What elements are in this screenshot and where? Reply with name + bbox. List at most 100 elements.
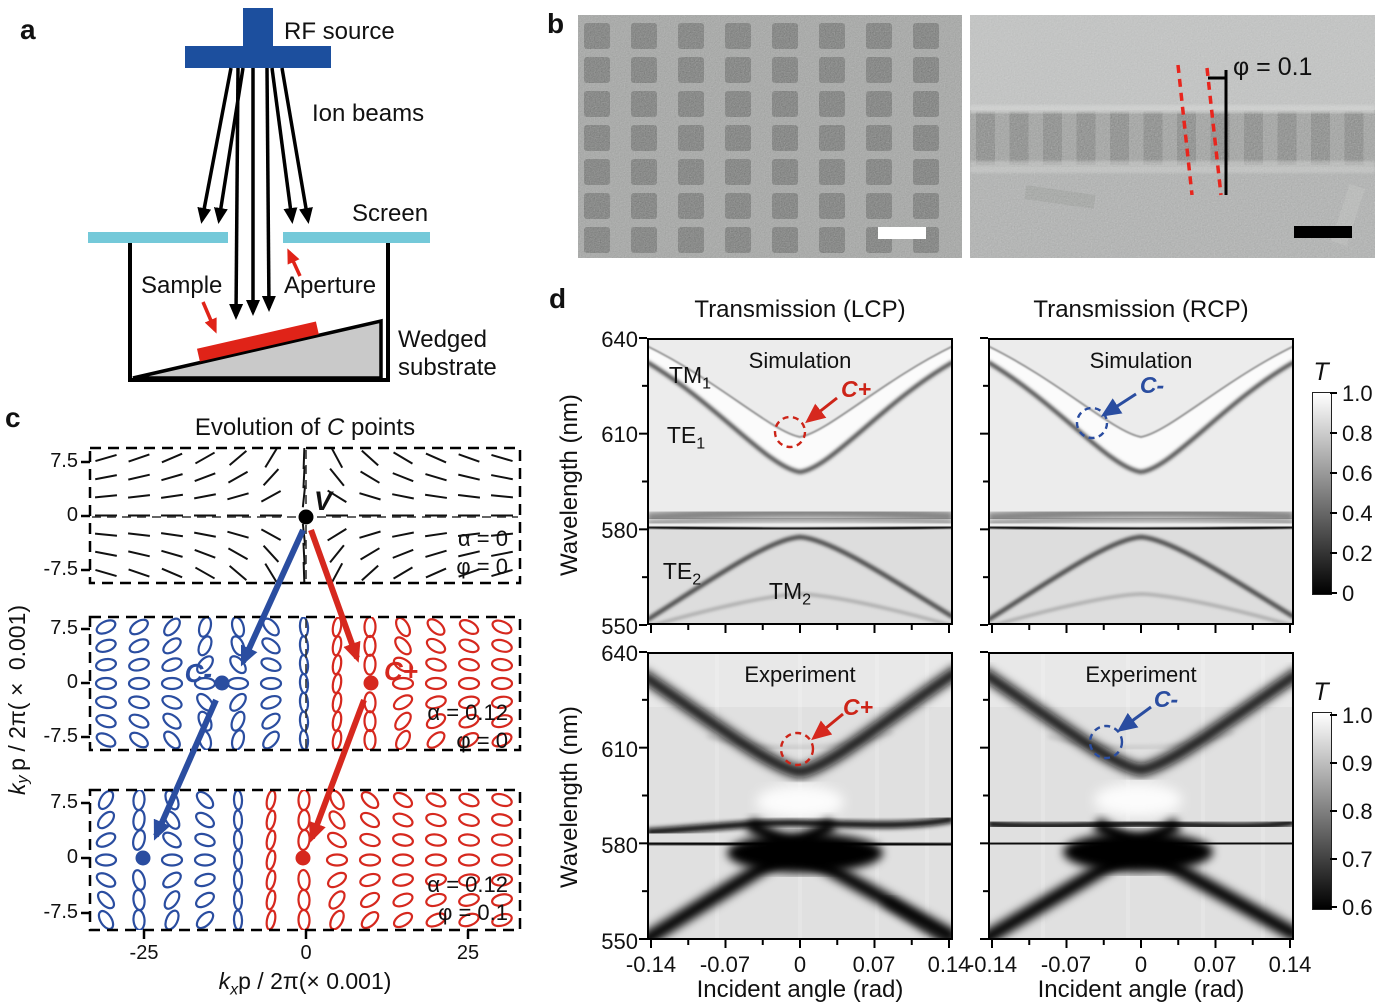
d-ytick: 610 xyxy=(601,422,638,447)
d-ytick: 580 xyxy=(601,833,638,858)
c-ytick: 7.5 xyxy=(50,617,78,639)
heatmap-sim-lcp xyxy=(647,338,953,625)
c-plus-marker xyxy=(773,396,838,449)
d-ytick: 550 xyxy=(601,614,638,639)
wedged-substrate-shape xyxy=(132,318,383,380)
pointer-arrows xyxy=(201,248,302,334)
heatmap-exp-lcp xyxy=(647,652,953,940)
d-ytick: 610 xyxy=(601,737,638,762)
cb-tick: 0.8 xyxy=(1342,799,1373,824)
cb-tick: 1.0 xyxy=(1342,703,1373,728)
cb-tick: 1.0 xyxy=(1342,381,1373,406)
c-ytick: 0 xyxy=(66,504,78,526)
row-title-exp-rcp: Experiment xyxy=(1085,662,1197,687)
cb-tick: 0.7 xyxy=(1342,847,1373,872)
rf-source-shape xyxy=(185,8,331,68)
alpha-label: α = 0 xyxy=(457,526,508,551)
phi-label: φ = 0 xyxy=(456,554,508,579)
sample-label: Sample xyxy=(141,272,223,299)
container-walls xyxy=(128,243,390,382)
c-plus-point-label: C+ xyxy=(384,656,418,686)
c-minus-annotation-sim: C- xyxy=(1139,372,1165,398)
cb-tick: 0.6 xyxy=(1342,461,1373,486)
sem-image-top-view xyxy=(578,15,962,258)
col-title-rcp: Transmission (RCP) xyxy=(1033,296,1249,323)
d-xtick: 0.14 xyxy=(927,952,971,977)
cb-tick: 0.2 xyxy=(1342,541,1373,566)
aperture-label: Aperture xyxy=(284,272,377,299)
alpha-label: α = 0.12 xyxy=(427,872,508,897)
c-ytick: 7.5 xyxy=(50,791,78,813)
c-minus-marker xyxy=(1088,705,1152,760)
colorbar-top-title: T xyxy=(1313,358,1329,386)
panel-c-xlabel: kxp / 2π(× 0.001) xyxy=(218,968,392,999)
d-ytick: 550 xyxy=(601,929,638,954)
sample-shape xyxy=(196,321,319,362)
c-ytick: -7.5 xyxy=(43,725,78,747)
colorbar-top xyxy=(1312,392,1332,595)
scale-bar-white xyxy=(878,227,926,239)
c-ytick: 7.5 xyxy=(50,450,78,472)
c-ytick: -7.5 xyxy=(43,901,78,923)
colorbar-bottom xyxy=(1312,712,1332,910)
phi-annotation-label: φ = 0.1 xyxy=(1233,53,1313,81)
wedged-substrate-label-2: substrate xyxy=(398,354,497,381)
c-minus-annotation-exp: C- xyxy=(1153,686,1179,712)
heatmap-sim-rcp xyxy=(988,338,1294,625)
col-title-lcp: Transmission (LCP) xyxy=(694,296,906,323)
panel-c-title: Evolution of C points xyxy=(194,414,416,441)
v-point-label: V xyxy=(314,486,333,516)
phi-label: φ = 0 xyxy=(456,728,508,753)
phi-label: φ = 0.1 xyxy=(438,900,508,925)
ylabel-wavelength-top: Wavelength (nm) xyxy=(556,394,583,576)
d-xtick: -0.14 xyxy=(625,952,677,977)
d-xtick: 0.14 xyxy=(1268,952,1312,977)
row-title-exp-lcp: Experiment xyxy=(744,662,856,687)
panel-c-label: c xyxy=(5,402,21,433)
row-title-sim-lcp: Simulation xyxy=(748,348,852,373)
rf-source-label: RF source xyxy=(284,18,395,45)
xlabel-incident-angle-lcp: Incident angle (rad) xyxy=(696,976,904,1003)
cb-tick: 0.4 xyxy=(1342,501,1373,526)
band-label-tm2: TM2 xyxy=(768,578,812,609)
d-xtick: 0.07 xyxy=(1193,952,1237,977)
panel-a-label: a xyxy=(20,14,36,45)
c-ytick: 0 xyxy=(66,846,78,868)
d-xtick: 0 xyxy=(793,952,807,977)
screen-shape xyxy=(88,232,430,243)
ion-beam-arrows xyxy=(197,67,313,320)
band-label-te1: TE1 xyxy=(666,422,706,453)
heatmap-exp-rcp xyxy=(988,652,1294,940)
screen-label: Screen xyxy=(352,200,429,227)
panel-b-label: b xyxy=(547,8,565,39)
ion-beams-label: Ion beams xyxy=(312,100,425,127)
sem-image-cross-section xyxy=(970,15,1375,258)
c-ytick: -7.5 xyxy=(43,558,78,580)
cb-tick: 0.6 xyxy=(1342,895,1373,920)
d-ytick: 640 xyxy=(601,641,638,666)
d-xtick: -0.14 xyxy=(966,952,1018,977)
d-xtick: 0.07 xyxy=(852,952,896,977)
scale-bar-black xyxy=(1294,226,1352,238)
c-minus-marker xyxy=(1075,392,1137,440)
band-label-tm1: TM1 xyxy=(668,362,712,393)
d-xtick: -0.07 xyxy=(1040,952,1092,977)
panel-c-ylabel: ky p / 2π(× 0.001) xyxy=(4,604,32,796)
colorbar-bottom-title: T xyxy=(1313,678,1329,706)
cb-tick: 0.8 xyxy=(1342,421,1373,446)
band-label-te2: TE2 xyxy=(662,558,702,589)
cb-tick: 0.9 xyxy=(1342,751,1373,776)
d-xtick: -0.07 xyxy=(699,952,751,977)
wedged-substrate-label-1: Wedged xyxy=(398,326,487,353)
ylabel-wavelength-bottom: Wavelength (nm) xyxy=(556,706,583,888)
tilt-angle-annotation xyxy=(1176,64,1228,196)
xlabel-incident-angle-rcp: Incident angle (rad) xyxy=(1037,976,1245,1003)
c-xtick: -25 xyxy=(129,942,159,964)
ion-beam-schematic xyxy=(88,8,430,382)
c-plus-annotation-exp: C+ xyxy=(842,694,874,720)
alpha-label: α = 0.12 xyxy=(427,700,508,725)
d-ytick: 640 xyxy=(601,327,638,352)
d-xtick: 0 xyxy=(1134,952,1148,977)
c-minus-point-label: C- xyxy=(184,658,212,688)
